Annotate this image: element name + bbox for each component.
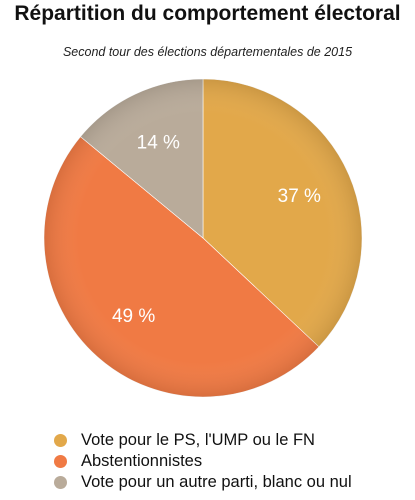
legend-item-other-vote: Vote pour un autre parti, blanc ou nul (54, 472, 352, 493)
data-label-mainstream-vote: 37 % (278, 186, 321, 207)
data-label-other-vote: 14 % (137, 133, 180, 154)
legend-label: Abstentionnistes (81, 452, 203, 470)
data-label-abstention: 49 % (112, 306, 155, 327)
legend-swatch-icon (54, 476, 67, 489)
legend-label: Vote pour le PS, l'UMP ou le FN (81, 431, 315, 449)
legend-label: Vote pour un autre parti, blanc ou nul (81, 473, 352, 491)
legend-item-abstention: Abstentionnistes (54, 451, 352, 472)
legend-swatch-icon (54, 434, 67, 447)
legend-swatch-icon (54, 455, 67, 468)
chart-title: Répartition du comportement électoral (14, 2, 401, 25)
chart-subtitle: Second tour des élections départementale… (62, 45, 353, 59)
chart-legend: Vote pour le PS, l'UMP ou le FN Abstenti… (54, 430, 352, 493)
legend-item-mainstream-vote: Vote pour le PS, l'UMP ou le FN (54, 430, 352, 451)
